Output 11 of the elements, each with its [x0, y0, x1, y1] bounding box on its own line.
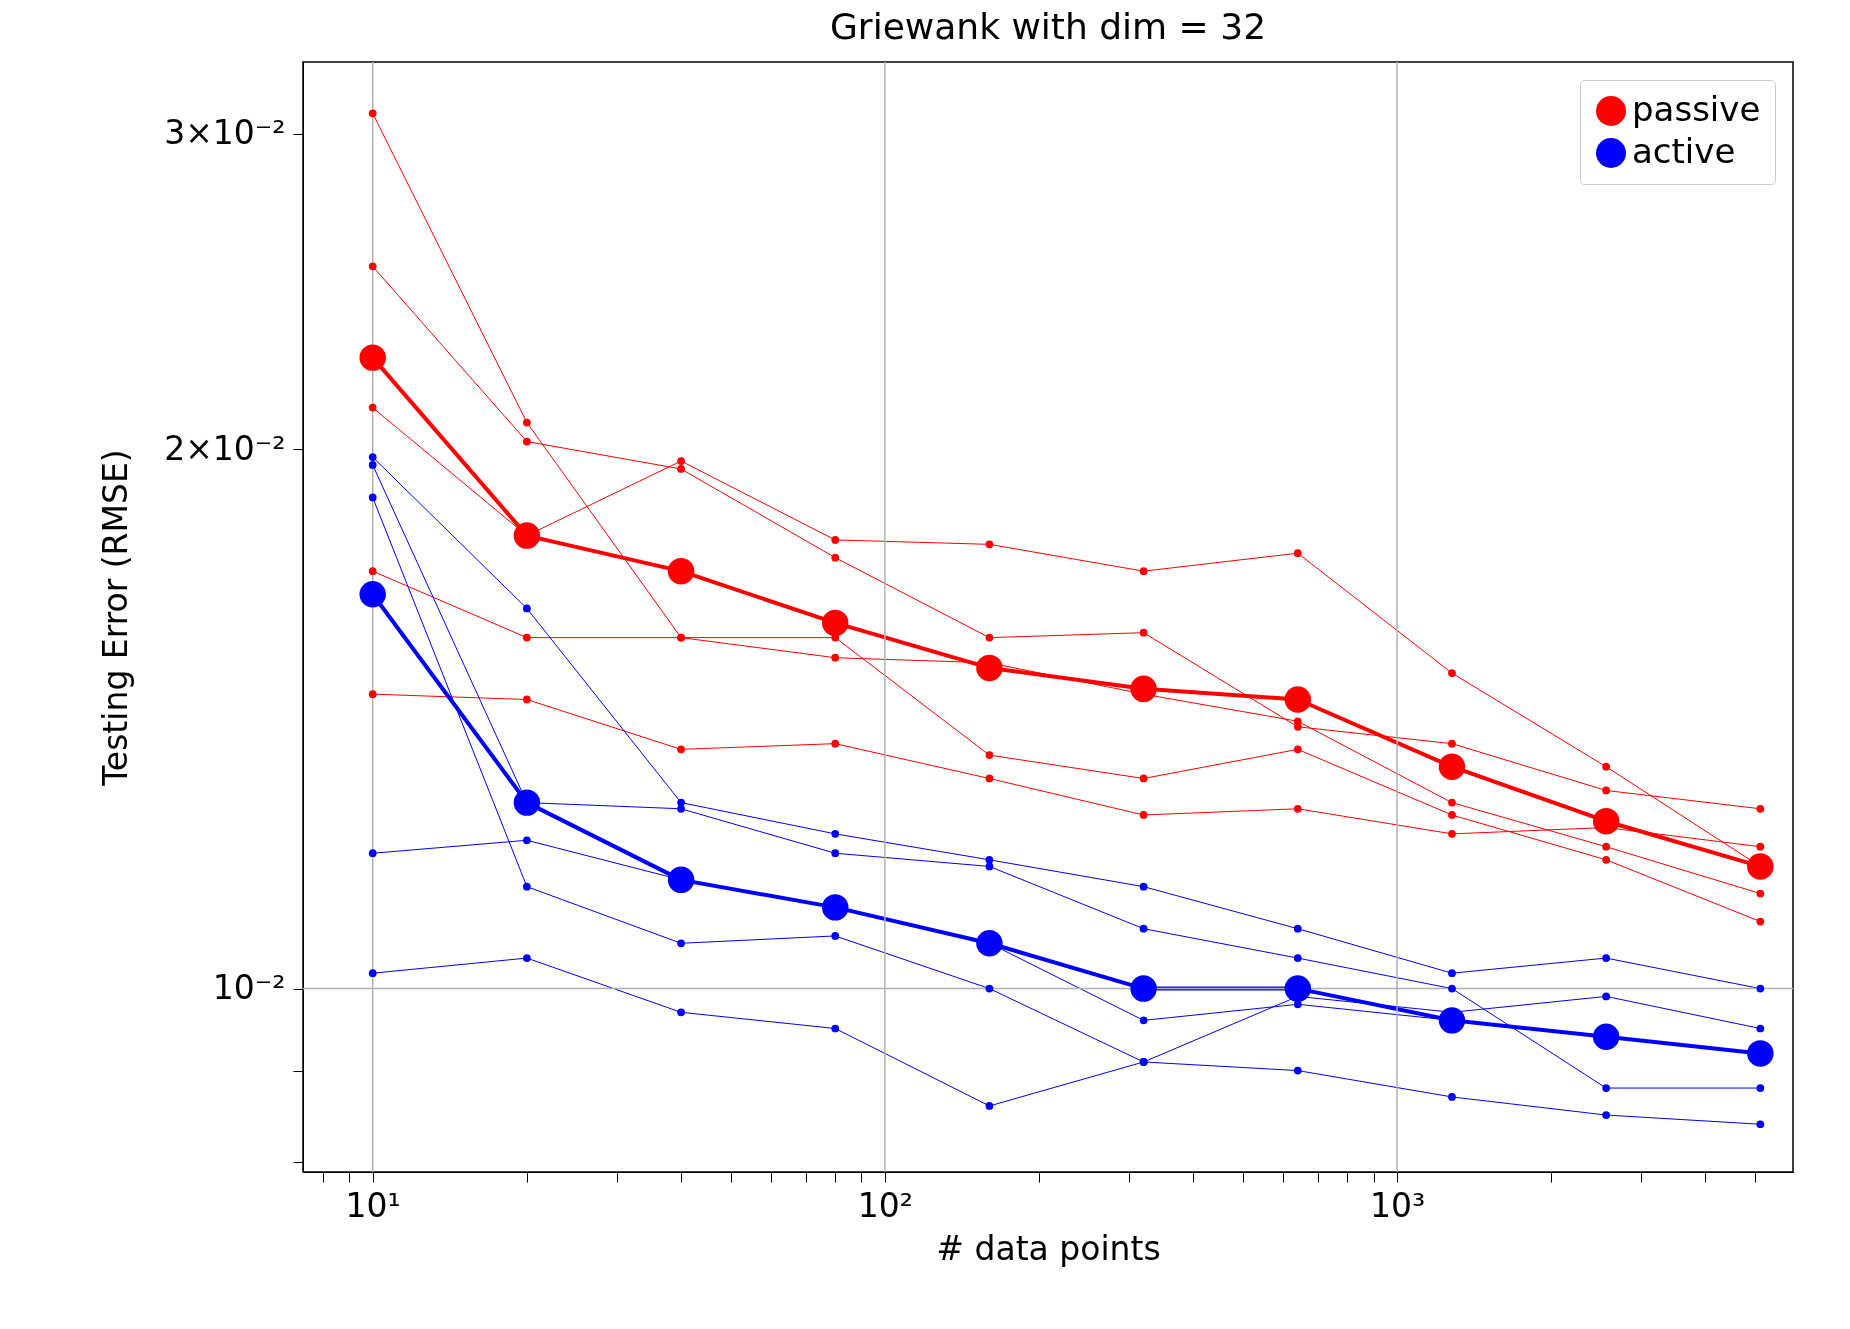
y-tick-label: 3×10⁻²: [164, 113, 286, 153]
x-tick-label: 10¹: [345, 1185, 401, 1225]
x-tick-label: 10³: [1369, 1185, 1426, 1225]
x-axis-title: # data points: [936, 1228, 1161, 1268]
x-tick-label: 10²: [857, 1185, 913, 1225]
y-tick-label: 2×10⁻²: [164, 428, 286, 468]
y-tick-label: 10⁻²: [212, 968, 286, 1008]
y-axis-title: Testing Error (RMSE): [96, 449, 136, 787]
legend-label: active: [1632, 131, 1736, 171]
chart-title: Griewank with dim = 32: [829, 6, 1267, 48]
legend-label: passive: [1632, 89, 1761, 129]
